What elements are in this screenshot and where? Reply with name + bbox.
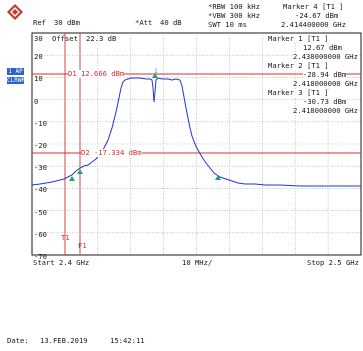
y-tick-label: -70 — [34, 252, 47, 261]
att-label: *Att — [135, 18, 153, 27]
y-tick-label: 0 — [34, 96, 39, 106]
span-per-div: 10 MHz/ — [182, 258, 213, 267]
y-tick-label: -30 — [34, 163, 47, 173]
marker2-freq: 2.418000000 GHz — [293, 79, 358, 88]
marker3-title: Marker 3 [T1 ] — [268, 88, 329, 97]
date-label: Date: — [7, 336, 29, 345]
offset-value: 22.3 dB — [86, 34, 117, 43]
f1-label: F1 — [78, 241, 87, 250]
marker1-freq: 2.438000000 GHz — [293, 52, 358, 61]
marker1-title: Marker 1 [T1 ] — [268, 34, 329, 43]
y-tick-label: -60 — [34, 229, 47, 239]
marker-4-triangle — [69, 176, 75, 181]
date-value: 13.FEB.2019 — [40, 336, 88, 345]
y-tick-label: 20 — [34, 52, 43, 62]
time-value: 15:42:11 — [110, 336, 145, 345]
y-tick-label: -20 — [34, 141, 47, 150]
sweep-time: SWT 10 ms — [208, 20, 247, 29]
y-tick-label: -50 — [34, 207, 47, 217]
y-tick-label: 10 — [34, 74, 43, 84]
spectrum-trace — [31, 77, 361, 187]
d1-label: D1 12.666 dBm — [68, 69, 125, 78]
marker1-level: 12.67 dBm — [303, 43, 342, 52]
rohde-schwarz-logo — [7, 4, 23, 20]
trace-mode-badge: 1 AP — [7, 68, 24, 75]
marker4-title: Marker 4 [T1 ] — [283, 2, 344, 11]
marker3-freq: 2.418000000 GHz — [293, 106, 358, 115]
ref-label: Ref — [33, 18, 46, 27]
t1-label: T1 — [61, 233, 70, 242]
stop-frequency: Stop 2.5 GHz — [307, 258, 359, 267]
marker-1-num: 1 — [154, 68, 158, 75]
y-tick-label: 30 — [34, 34, 43, 43]
marker-2-triangle — [77, 169, 83, 174]
att-value: 40 dB — [160, 18, 182, 27]
marker4-freq: 2.414400000 GHz — [281, 20, 346, 29]
offset-label: Offset — [52, 34, 78, 43]
marker3-level: -30.73 dBm — [303, 97, 347, 106]
rbw-setting: *RBW 100 kHz — [208, 2, 260, 11]
marker2-level: -28.94 dBm — [303, 70, 347, 79]
marker-1-triangle — [152, 73, 158, 78]
y-tick-label: -40 — [34, 185, 47, 195]
trace-detector-badge: CLRWR — [7, 77, 26, 84]
ref-value: 30 dBm — [54, 18, 80, 27]
marker-3-triangle — [215, 175, 221, 180]
d2-label: D2 -17.334 dBm — [81, 148, 142, 157]
marker2-title: Marker 2 [T1 ] — [268, 61, 329, 70]
start-frequency: Start 2.4 GHz — [33, 258, 90, 267]
marker4-level: -24.67 dBm — [295, 11, 339, 20]
vbw-setting: *VBW 300 kHz — [208, 11, 260, 20]
y-tick-label: -10 — [34, 118, 47, 128]
